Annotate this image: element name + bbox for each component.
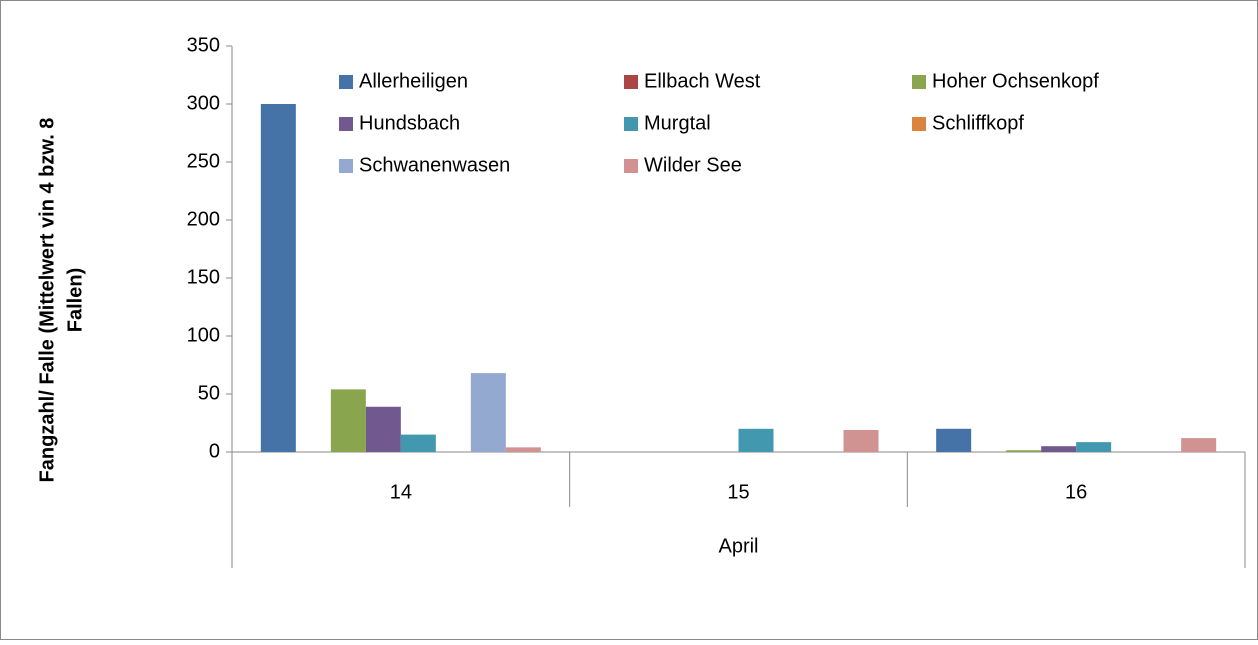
legend-swatch — [339, 117, 353, 131]
legend-swatch — [339, 159, 353, 173]
y-tick-label: 100 — [187, 324, 220, 346]
legend-swatch — [624, 75, 638, 89]
y-tick-label: 0 — [209, 440, 220, 462]
y-label-line: Fangzahl/ Falle (Mittelwert vin 4 bzw. 8 — [36, 118, 58, 483]
legend-swatch — [912, 75, 926, 89]
legend-swatch — [339, 75, 353, 89]
y-tick-label: 150 — [187, 266, 220, 288]
legend-label: Ellbach West — [644, 70, 761, 92]
legend-label: Schwanenwasen — [359, 154, 510, 176]
y-label-line: Fallen) — [64, 268, 86, 332]
bar — [365, 406, 401, 452]
y-tick-label: 350 — [187, 34, 220, 56]
bar — [1076, 442, 1112, 452]
legend-label: Hoher Ochsenkopf — [932, 70, 1099, 92]
x-tick-label: 15 — [727, 481, 749, 503]
bar — [400, 434, 436, 452]
y-tick-label: 300 — [187, 92, 220, 114]
bar — [1006, 450, 1042, 452]
y-tick-label: 200 — [187, 208, 220, 230]
legend-label: Allerheiligen — [359, 70, 468, 92]
legend-label: Hundsbach — [359, 112, 460, 134]
y-tick-label: 250 — [187, 150, 220, 172]
legend-swatch — [624, 117, 638, 131]
bar — [260, 104, 296, 452]
legend-label: Murgtal — [644, 112, 711, 134]
y-tick-label: 50 — [198, 382, 220, 404]
legend-swatch — [912, 117, 926, 131]
bar — [505, 447, 541, 452]
bar — [470, 373, 506, 452]
x-tick-label: 16 — [1065, 481, 1087, 503]
legend-label: Wilder See — [644, 154, 742, 176]
legend-swatch — [624, 159, 638, 173]
bar — [738, 428, 774, 452]
bar — [1181, 438, 1217, 452]
x-tick-label: 14 — [390, 481, 412, 503]
category-group-label: April — [718, 535, 758, 557]
y-axis-label: Fangzahl/ Falle (Mittelwert vin 4 bzw. 8… — [36, 118, 86, 483]
bar — [936, 428, 972, 452]
bar — [1041, 446, 1077, 452]
bar — [330, 389, 366, 452]
bar — [843, 429, 879, 452]
legend-label: Schliffkopf — [932, 112, 1024, 134]
